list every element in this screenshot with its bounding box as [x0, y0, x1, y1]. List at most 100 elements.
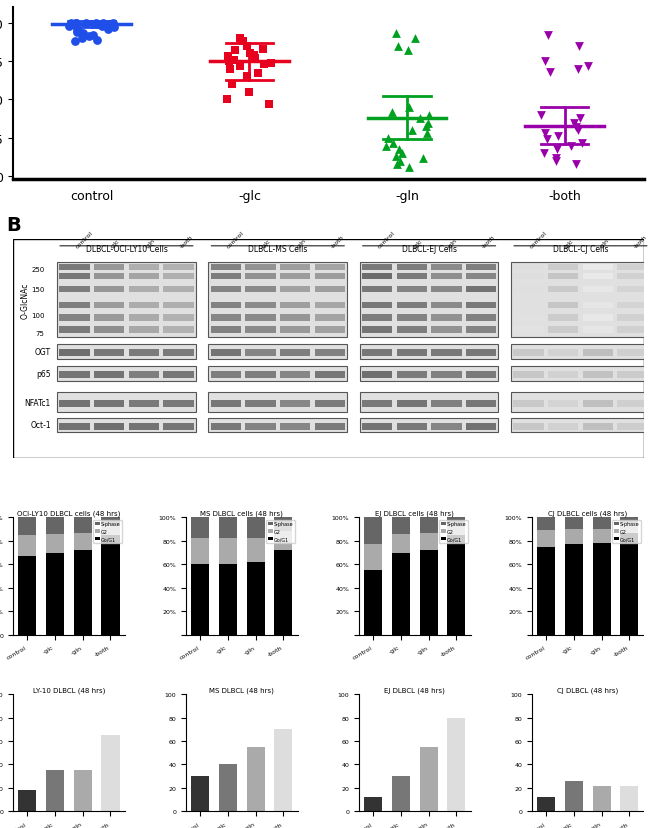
Bar: [511, 392, 650, 412]
Bar: [211, 350, 241, 357]
Bar: [618, 286, 647, 293]
Point: [265, 57, 276, 70]
Bar: [245, 423, 276, 431]
Bar: [582, 315, 613, 321]
Point: [394, 143, 404, 156]
Point: [92, 18, 102, 31]
Point: [421, 120, 431, 133]
Bar: [18, 556, 36, 635]
Point: [81, 17, 91, 31]
Bar: [514, 265, 543, 271]
Bar: [163, 423, 194, 431]
Bar: [163, 315, 194, 321]
Bar: [447, 535, 465, 635]
Bar: [280, 327, 310, 333]
Point: [108, 17, 118, 31]
Legend: S-phase, G2, Go/G1: S-phase, G2, Go/G1: [612, 520, 641, 543]
Text: -gln: -gln: [447, 238, 458, 249]
Point: [72, 25, 82, 38]
Bar: [219, 539, 237, 565]
Bar: [59, 327, 90, 333]
Bar: [362, 303, 392, 309]
Bar: [548, 315, 578, 321]
Point: [395, 155, 406, 168]
Point: [223, 51, 233, 64]
Point: [404, 161, 414, 175]
Title: MS DLBCL (48 hrs): MS DLBCL (48 hrs): [209, 686, 274, 693]
Bar: [618, 372, 647, 379]
Bar: [59, 372, 90, 379]
Bar: [57, 262, 196, 338]
Bar: [73, 518, 92, 533]
Point: [72, 26, 82, 40]
Bar: [315, 265, 345, 271]
Text: -both: -both: [179, 234, 194, 249]
Bar: [59, 400, 90, 407]
Bar: [209, 392, 347, 412]
Bar: [211, 315, 241, 321]
Point: [70, 17, 81, 31]
Bar: [73, 770, 92, 811]
Point: [569, 117, 580, 130]
Bar: [246, 518, 265, 539]
Bar: [548, 372, 578, 379]
Point: [566, 140, 576, 153]
Bar: [209, 367, 347, 382]
Point: [404, 101, 415, 114]
Bar: [315, 423, 345, 431]
Bar: [396, 423, 427, 431]
Bar: [191, 777, 209, 811]
Bar: [582, 273, 613, 280]
Bar: [209, 262, 347, 338]
Bar: [514, 303, 543, 309]
Bar: [280, 350, 310, 357]
Point: [235, 32, 245, 46]
Point: [541, 133, 552, 147]
Bar: [46, 534, 64, 553]
Bar: [59, 423, 90, 431]
Bar: [245, 273, 276, 280]
Bar: [432, 265, 462, 271]
Point: [73, 25, 83, 38]
Point: [570, 122, 580, 135]
Bar: [514, 400, 543, 407]
Bar: [618, 423, 647, 431]
Bar: [94, 350, 124, 357]
Bar: [94, 265, 124, 271]
Bar: [396, 303, 427, 309]
Text: control: control: [528, 230, 547, 249]
Point: [424, 109, 434, 123]
Point: [577, 137, 587, 150]
Bar: [548, 350, 578, 357]
Point: [552, 131, 563, 144]
Point: [570, 158, 580, 171]
Bar: [315, 315, 345, 321]
Bar: [360, 419, 499, 432]
Bar: [315, 303, 345, 309]
Point: [241, 70, 252, 84]
Point: [222, 94, 233, 107]
Bar: [466, 350, 497, 357]
Text: 250: 250: [31, 267, 44, 273]
Bar: [620, 786, 638, 811]
Legend: S-phase, G2, Go/G1: S-phase, G2, Go/G1: [266, 520, 295, 543]
Bar: [620, 518, 638, 525]
Bar: [364, 545, 382, 570]
Bar: [362, 286, 392, 293]
Text: DLBCL-OCI-LY10 Cells: DLBCL-OCI-LY10 Cells: [86, 245, 168, 254]
Bar: [432, 400, 462, 407]
Bar: [432, 286, 462, 293]
Bar: [59, 273, 90, 280]
Text: -gln: -gln: [598, 238, 610, 249]
Bar: [219, 764, 237, 811]
Text: -gln: -gln: [144, 238, 156, 249]
Bar: [466, 303, 497, 309]
Point: [422, 117, 433, 130]
Bar: [280, 303, 310, 309]
Bar: [57, 419, 196, 432]
Title: EJ DLBCL (48 hrs): EJ DLBCL (48 hrs): [384, 686, 445, 693]
Bar: [548, 303, 578, 309]
Point: [70, 36, 80, 49]
Bar: [163, 350, 194, 357]
Bar: [129, 372, 159, 379]
